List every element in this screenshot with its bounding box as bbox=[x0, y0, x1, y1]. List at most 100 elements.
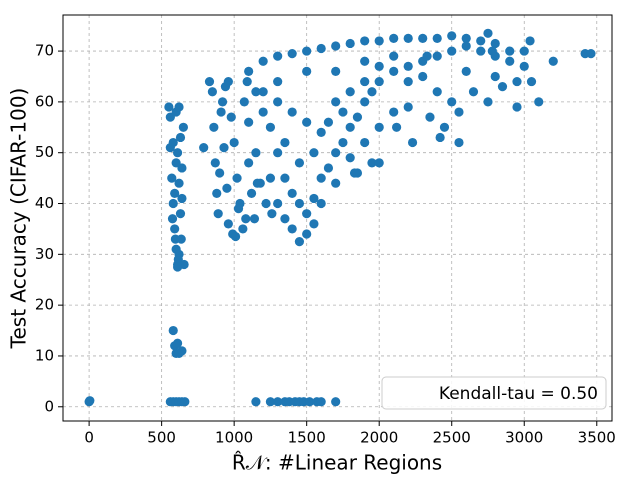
point bbox=[461, 66, 471, 77]
point bbox=[287, 224, 297, 234]
point bbox=[316, 198, 326, 209]
point bbox=[204, 76, 215, 87]
point bbox=[239, 97, 249, 107]
point bbox=[212, 188, 222, 198]
point bbox=[497, 82, 508, 92]
point bbox=[287, 49, 297, 59]
point bbox=[177, 193, 187, 204]
point bbox=[505, 56, 515, 66]
point bbox=[216, 107, 226, 117]
point bbox=[418, 71, 428, 82]
point bbox=[490, 71, 500, 82]
point bbox=[316, 127, 326, 137]
point bbox=[302, 46, 312, 56]
point bbox=[177, 346, 187, 356]
y-tick-label: 60 bbox=[35, 92, 54, 110]
point bbox=[180, 397, 190, 407]
point bbox=[349, 168, 360, 178]
point bbox=[255, 178, 265, 188]
point bbox=[171, 158, 181, 168]
point bbox=[229, 137, 239, 148]
point bbox=[265, 122, 276, 132]
y-tick-label: 40 bbox=[35, 194, 54, 212]
point bbox=[461, 41, 471, 51]
point bbox=[309, 219, 319, 229]
point bbox=[468, 87, 479, 97]
point bbox=[244, 117, 254, 127]
point bbox=[273, 198, 283, 209]
point bbox=[331, 97, 341, 107]
point bbox=[490, 38, 500, 49]
point bbox=[302, 117, 312, 127]
point bbox=[487, 46, 497, 56]
point bbox=[172, 148, 183, 158]
point bbox=[242, 76, 252, 87]
point bbox=[258, 56, 268, 66]
point bbox=[219, 143, 229, 153]
point bbox=[241, 214, 251, 224]
point bbox=[251, 397, 261, 407]
point bbox=[425, 112, 435, 122]
point bbox=[304, 397, 315, 407]
point bbox=[164, 102, 174, 112]
point bbox=[345, 153, 355, 163]
point bbox=[454, 107, 464, 117]
point bbox=[174, 102, 184, 112]
point bbox=[338, 137, 348, 148]
point bbox=[374, 158, 384, 168]
point bbox=[258, 87, 268, 97]
point bbox=[172, 262, 183, 272]
point bbox=[210, 158, 220, 168]
point bbox=[374, 76, 384, 87]
point bbox=[331, 66, 341, 77]
point bbox=[360, 56, 370, 66]
legend-box bbox=[381, 376, 607, 410]
point bbox=[199, 143, 209, 153]
point bbox=[209, 122, 219, 132]
legend-text: Kendall-tau = 0.50 bbox=[439, 384, 598, 404]
point bbox=[280, 173, 290, 183]
point bbox=[454, 137, 464, 148]
point bbox=[512, 102, 522, 112]
point bbox=[389, 66, 399, 77]
point bbox=[476, 46, 486, 56]
point bbox=[316, 173, 326, 183]
point bbox=[367, 87, 377, 97]
point bbox=[273, 148, 283, 158]
y-tick-label: 50 bbox=[35, 143, 54, 161]
point bbox=[170, 224, 180, 234]
point bbox=[302, 209, 312, 219]
point bbox=[174, 178, 184, 188]
point bbox=[244, 158, 254, 168]
point bbox=[389, 33, 399, 43]
point bbox=[389, 51, 399, 61]
point bbox=[534, 97, 544, 107]
point bbox=[273, 51, 283, 61]
point bbox=[280, 214, 290, 224]
point bbox=[331, 148, 341, 158]
point bbox=[432, 87, 442, 97]
x-tick-label: 3500 bbox=[578, 429, 616, 447]
point bbox=[280, 137, 290, 148]
x-tick-label: 2000 bbox=[360, 429, 398, 447]
point bbox=[287, 188, 297, 198]
point bbox=[331, 41, 341, 51]
point bbox=[273, 97, 283, 107]
y-tick-label: 30 bbox=[35, 245, 54, 263]
x-tick-label: 1000 bbox=[215, 429, 253, 447]
point bbox=[246, 188, 257, 198]
point bbox=[223, 76, 233, 87]
point bbox=[586, 49, 596, 59]
point bbox=[176, 234, 186, 244]
point bbox=[273, 397, 283, 407]
point bbox=[273, 76, 283, 87]
point bbox=[345, 87, 355, 97]
point bbox=[418, 33, 428, 43]
point bbox=[244, 66, 254, 77]
point bbox=[232, 173, 242, 183]
point bbox=[352, 112, 363, 122]
point bbox=[207, 87, 217, 97]
point bbox=[175, 132, 186, 143]
point bbox=[435, 132, 445, 143]
